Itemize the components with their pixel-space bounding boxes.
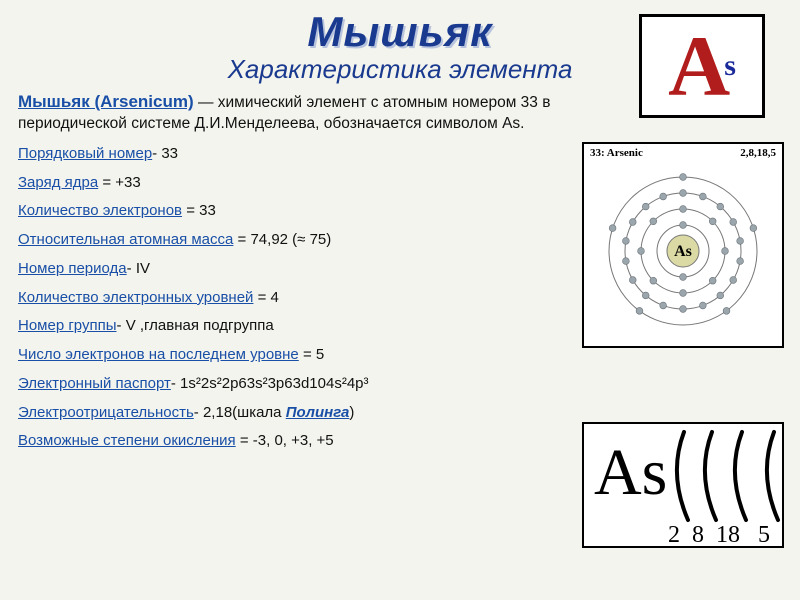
property-row: Возможные степени окисления = -3, 0, +3,… — [18, 432, 552, 451]
property-link[interactable]: Полинга — [286, 404, 350, 421]
property-value: 4 — [271, 289, 279, 306]
property-label: Количество электронных уровней — [18, 289, 253, 306]
property-row: Порядковый номер- 33 — [18, 145, 552, 164]
bohr-header: 33: Arsenic 2,8,18,5 — [584, 144, 782, 159]
svg-text:2: 2 — [668, 522, 680, 546]
svg-text:As: As — [594, 436, 667, 509]
property-label: Порядковый номер — [18, 145, 152, 162]
property-value: 33 — [199, 202, 216, 219]
svg-text:5: 5 — [758, 522, 770, 546]
property-value: 5 — [316, 346, 324, 363]
property-row: Относительная атомная масса = 74,92 (≈ 7… — [18, 231, 552, 250]
property-value: 2,18(шкала — [203, 404, 286, 421]
property-value: +33 — [115, 174, 140, 191]
property-label: Номер периода — [18, 260, 127, 277]
property-row: Заряд ядра = +33 — [18, 174, 552, 193]
properties-list: Порядковый номер- 33 Заряд ядра = +33 Коли… — [18, 145, 552, 451]
property-after: ) — [349, 404, 354, 421]
property-value: IV — [136, 260, 150, 277]
property-row: Номер периода- IV — [18, 260, 552, 279]
intro-head: Мышьяк (Arsenicum) — [18, 92, 194, 111]
bohr-header-right: 2,8,18,5 — [740, 147, 776, 159]
intro-text: Мышьяк (Arsenicum) — химический элемент … — [18, 91, 552, 135]
content-column: Мышьяк (Arsenicum) — химический элемент … — [0, 85, 570, 451]
shell-diagram-box: As28 18 5 — [582, 422, 784, 548]
property-label: Номер группы — [18, 317, 117, 334]
property-row: Количество электронных уровней = 4 — [18, 289, 552, 308]
svg-text:18: 18 — [716, 522, 740, 546]
property-row: Электронный паспорт- 1s²2s²2p63s²3p63d10… — [18, 375, 552, 394]
property-row: Количество электронов = 33 — [18, 202, 552, 221]
bohr-stage: As — [584, 161, 782, 341]
property-row: Число электронов на последнем уровне = 5 — [18, 346, 552, 365]
property-value: 33 — [161, 145, 178, 162]
property-value: -3, 0, +3, +5 — [253, 432, 334, 449]
property-label: Возможные степени окисления — [18, 432, 236, 449]
bohr-header-left: 33: Arsenic — [590, 147, 643, 159]
property-value: 1s²2s²2p63s²3p63d104s²4p³ — [180, 375, 368, 392]
property-label: Электронный паспорт — [18, 375, 171, 392]
property-label: Электроотрицательность — [18, 404, 194, 421]
element-symbol-big: A — [668, 23, 730, 109]
property-label: Относительная атомная масса — [18, 231, 233, 248]
bohr-model-box: 33: Arsenic 2,8,18,5 As — [582, 142, 784, 348]
element-symbol-sub: s — [724, 49, 736, 83]
property-row: Номер группы- V ,главная подгруппа — [18, 317, 552, 336]
property-label: Число электронов на последнем уровне — [18, 346, 299, 363]
svg-text:As: As — [674, 243, 692, 260]
property-label: Количество электронов — [18, 202, 182, 219]
property-label: Заряд ядра — [18, 174, 98, 191]
property-value: V ,главная подгруппа — [126, 317, 274, 334]
property-row: Электроотрицательность- 2,18(шкала Полин… — [18, 404, 552, 423]
element-symbol-box: As — [639, 14, 765, 118]
svg-text:8: 8 — [692, 522, 704, 546]
property-value: 74,92 (≈ 75) — [250, 231, 331, 248]
